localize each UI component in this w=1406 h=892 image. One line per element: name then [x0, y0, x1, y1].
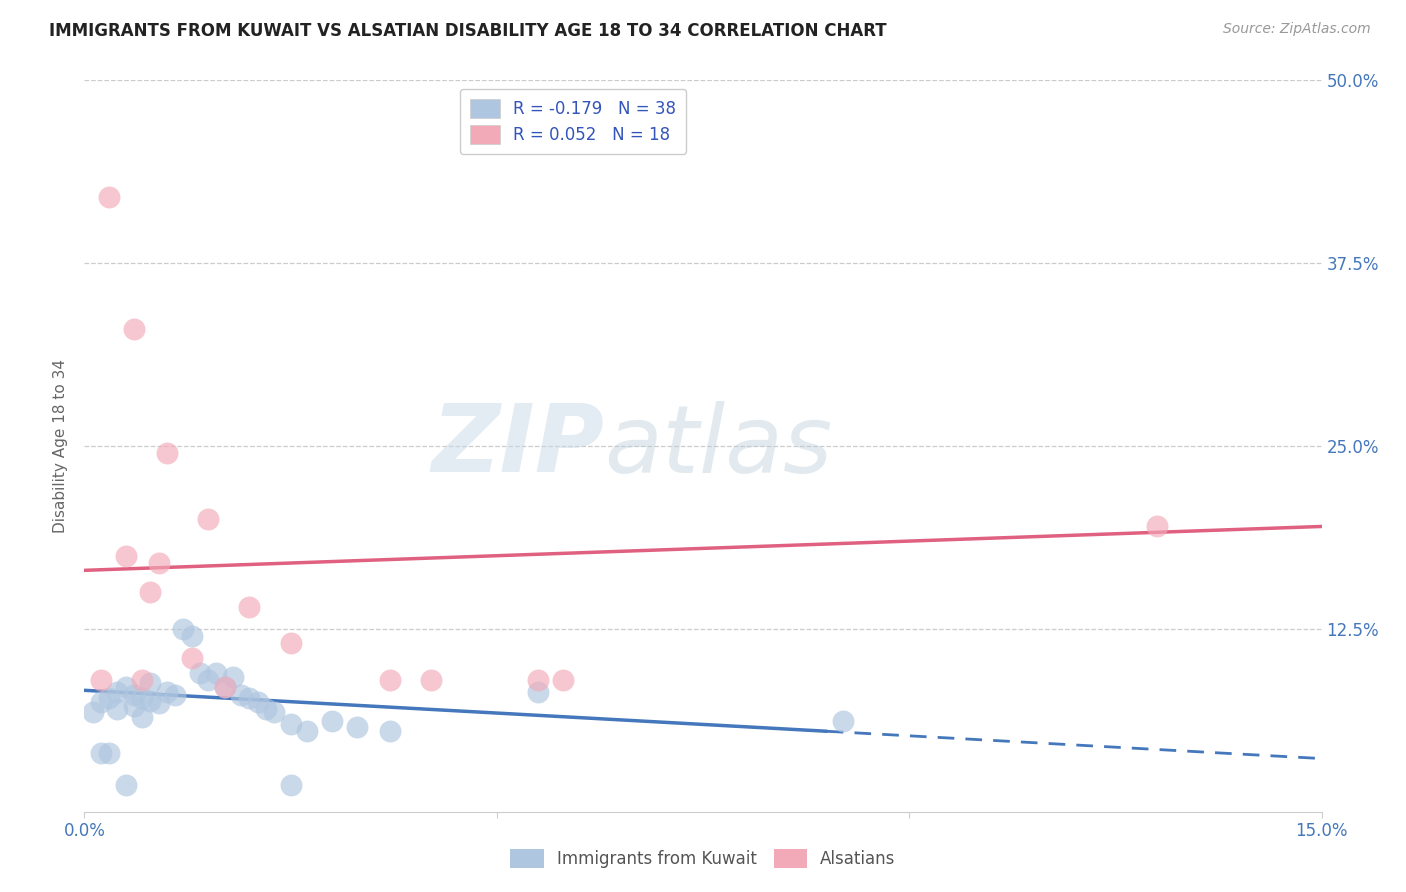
- Point: [98, 746, 121, 760]
- Legend: Immigrants from Kuwait, Alsatians: Immigrants from Kuwait, Alsatians: [503, 842, 903, 875]
- Point: [527, 673, 550, 687]
- Point: [82, 705, 104, 719]
- Point: [378, 673, 401, 687]
- Point: [114, 681, 136, 695]
- Point: [229, 688, 252, 702]
- Point: [214, 681, 236, 695]
- Point: [238, 599, 260, 614]
- Point: [131, 690, 153, 705]
- Point: [254, 702, 277, 716]
- Point: [172, 622, 194, 636]
- Point: [238, 690, 260, 705]
- Point: [214, 681, 236, 695]
- Point: [295, 724, 318, 739]
- Point: [527, 685, 550, 699]
- Point: [114, 549, 136, 563]
- Point: [131, 673, 153, 687]
- Point: [280, 778, 302, 792]
- Point: [148, 556, 170, 570]
- Point: [551, 673, 574, 687]
- Point: [246, 695, 269, 709]
- Point: [222, 670, 245, 684]
- Point: [122, 688, 145, 702]
- Point: [419, 673, 441, 687]
- Point: [114, 778, 136, 792]
- Point: [105, 685, 128, 699]
- Point: [280, 636, 302, 650]
- Point: [165, 688, 187, 702]
- Point: [90, 673, 112, 687]
- Point: [98, 190, 121, 204]
- Point: [188, 665, 211, 680]
- Point: [832, 714, 855, 728]
- Point: [205, 665, 228, 680]
- Point: [122, 699, 145, 714]
- Point: [197, 673, 219, 687]
- Point: [197, 512, 219, 526]
- Point: [105, 702, 128, 716]
- Point: [156, 446, 179, 460]
- Point: [280, 717, 302, 731]
- Point: [131, 709, 153, 723]
- Point: [1146, 519, 1168, 533]
- Point: [263, 705, 285, 719]
- Point: [139, 585, 162, 599]
- Point: [90, 746, 112, 760]
- Point: [180, 651, 202, 665]
- Text: IMMIGRANTS FROM KUWAIT VS ALSATIAN DISABILITY AGE 18 TO 34 CORRELATION CHART: IMMIGRANTS FROM KUWAIT VS ALSATIAN DISAB…: [49, 22, 887, 40]
- Text: Source: ZipAtlas.com: Source: ZipAtlas.com: [1223, 22, 1371, 37]
- Point: [139, 693, 162, 707]
- Point: [90, 695, 112, 709]
- Legend: R = -0.179   N = 38, R = 0.052   N = 18: R = -0.179 N = 38, R = 0.052 N = 18: [460, 88, 686, 153]
- Point: [122, 322, 145, 336]
- Text: ZIP: ZIP: [432, 400, 605, 492]
- Text: atlas: atlas: [605, 401, 832, 491]
- Point: [180, 629, 202, 643]
- Y-axis label: Disability Age 18 to 34: Disability Age 18 to 34: [53, 359, 69, 533]
- Point: [378, 724, 401, 739]
- Point: [346, 720, 368, 734]
- Point: [156, 685, 179, 699]
- Point: [321, 714, 343, 728]
- Point: [139, 676, 162, 690]
- Point: [98, 690, 121, 705]
- Point: [148, 697, 170, 711]
